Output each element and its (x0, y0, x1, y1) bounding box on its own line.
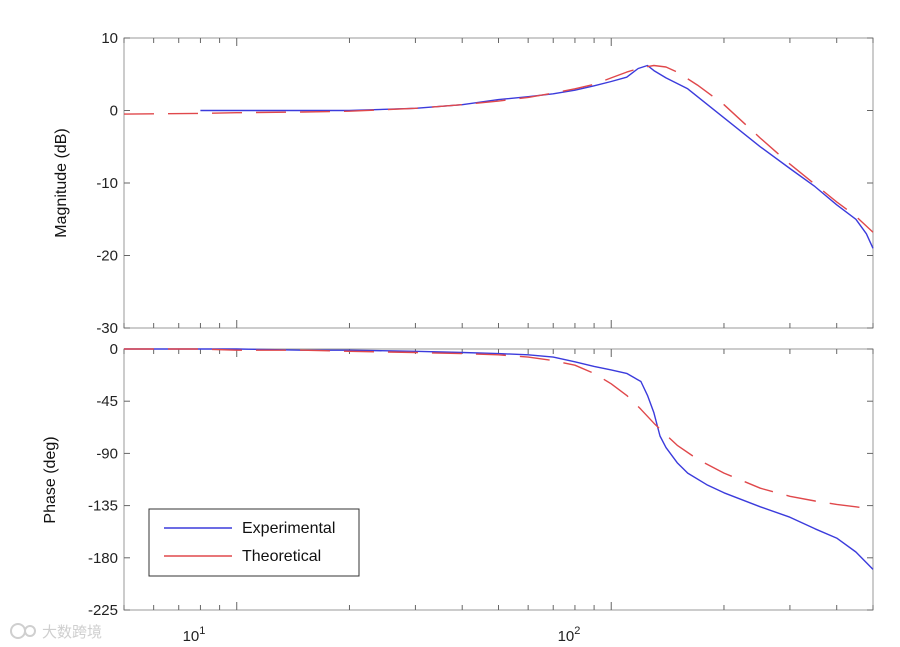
magnitude-y-tick-label: 0 (110, 103, 118, 120)
magnitude-y-axis-label: Magnitude (dB) (53, 128, 70, 237)
magnitude-plot-area (123, 37, 874, 329)
magnitude-y-tick-labels: 10 0 -10 -20 -30 (96, 30, 118, 337)
legend-box (148, 508, 360, 577)
legend: Experimental Theoretical (148, 508, 360, 577)
magnitude-series-experimental-line (200, 64, 874, 249)
watermark: 大数跨境 (10, 623, 102, 641)
magnitude-series-theoretical-line (123, 64, 874, 233)
phase-series-theoretical-line (124, 348, 874, 510)
phase-series-experimental-line (124, 348, 874, 570)
watermark-logo-icon (10, 623, 36, 639)
magnitude-panel: 10 0 -10 -20 -30 Magnitude (dB) (53, 30, 874, 337)
watermark-text: 大数跨境 (42, 623, 102, 641)
phase-y-tick-labels: 0 -45 -90 -135 -180 -225 (88, 341, 118, 619)
phase-y-tick-label: 0 (110, 341, 118, 358)
phase-y-tick-label: -90 (96, 445, 118, 462)
x-tick-label-10-2: 102 (558, 625, 581, 645)
x-tick-label-10-1: 101 (183, 625, 206, 645)
phase-y-tick-label: -225 (88, 602, 118, 619)
magnitude-series-lines (123, 64, 874, 249)
phase-panel: 0-45-90-135-180-225 Phase (deg) 101 102 … (42, 341, 874, 645)
magnitude-y-tick-label: -20 (96, 248, 118, 265)
phase-ticks (123, 348, 874, 611)
phase-y-tick-label: -135 (88, 498, 118, 515)
magnitude-ticks (123, 37, 874, 329)
magnitude-y-tick-label: 10 (101, 30, 118, 47)
phase-series-lines (124, 348, 874, 570)
magnitude-y-tick-label: -30 (96, 320, 118, 337)
phase-y-tick-label: -45 (96, 393, 118, 410)
magnitude-y-tick-label: -10 (96, 175, 118, 192)
phase-y-axis-label: Phase (deg) (42, 436, 59, 523)
x-tick-labels: 101 102 (183, 625, 581, 645)
phase-y-tick-label: -180 (88, 550, 118, 567)
legend-label-experimental: Experimental (242, 520, 335, 537)
legend-label-theoretical: Theoretical (242, 548, 321, 565)
